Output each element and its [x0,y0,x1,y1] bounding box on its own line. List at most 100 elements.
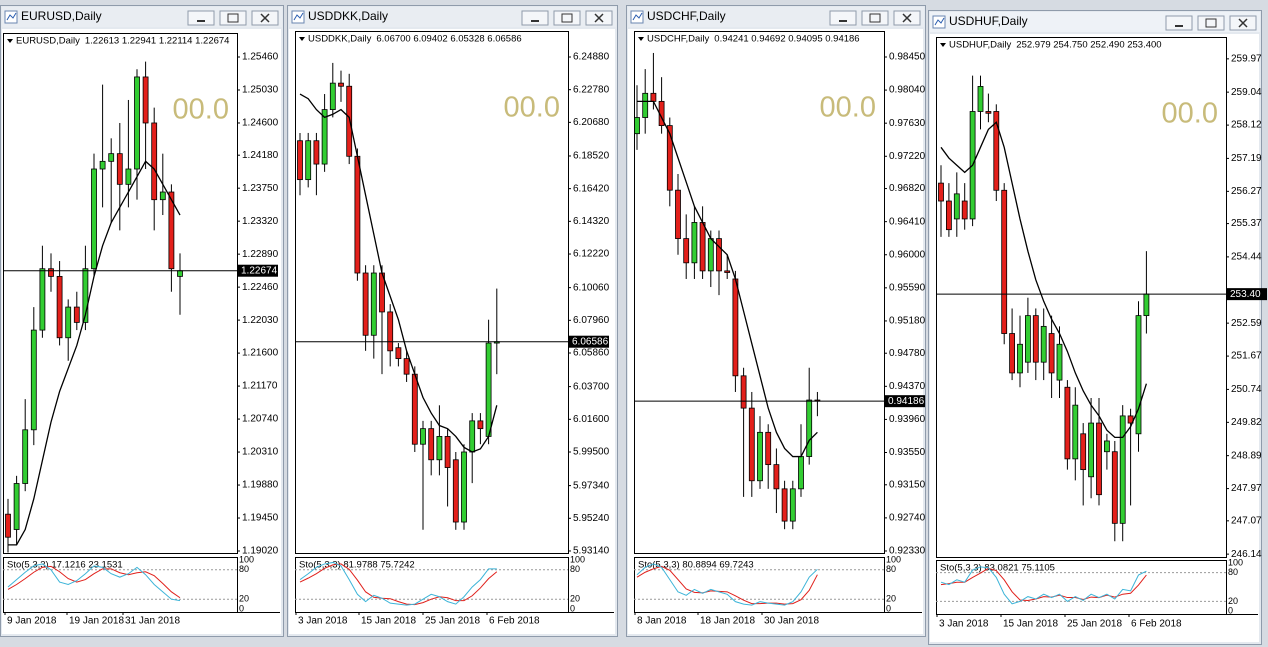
stoch-signal [299,563,498,606]
y-tick-label: 1.20310 [242,447,279,458]
y-tick-label: 256.27 [1231,186,1262,197]
candle-body [666,125,673,191]
stoch-label: Sto(5,3,3) 80.8894 69.7243 [638,560,754,571]
y-tick-label: 257.19 [1231,153,1262,164]
stoch-tick-label: 80 [1228,567,1238,577]
candle-body [13,483,20,530]
ohlc-quote: 0.94241 0.94692 0.94095 0.94186 [714,34,859,45]
maximize-button[interactable] [1197,15,1225,31]
price-tag-label: 1.22674 [241,265,278,276]
y-tick-label: 248.89 [1231,450,1262,461]
candle-body [1032,315,1039,363]
y-tick-label: 1.25030 [242,85,279,96]
candle-body [1040,325,1047,363]
date-label: 6 Feb 2018 [489,616,540,627]
y-tick-label: 6.07960 [573,315,610,326]
candle-body [1001,189,1008,334]
symbol-label: EURUSD,Daily [16,36,80,47]
candle-body [985,111,992,114]
candle-body [781,488,788,522]
candle-body [56,275,63,339]
candle-body [477,420,484,430]
y-tick-label: 6.10060 [573,282,610,293]
maximize-button[interactable] [219,10,247,26]
window-icon-line [934,17,945,26]
y-tick-label: 258.12 [1231,120,1262,131]
minimize-button[interactable] [829,10,857,26]
candle-body [428,428,435,461]
header-triangle [7,39,13,43]
candle-body [765,431,772,466]
window-icon [4,10,18,24]
minimize-button[interactable] [187,10,215,26]
y-tick-label: 0.96000 [889,249,926,260]
price-tag-label: 253.40 [1230,289,1261,300]
candle-body [946,200,952,231]
candle-body [39,268,46,331]
candle-body [724,270,731,273]
candle-body [142,76,149,124]
header-triangle [299,37,305,41]
y-tick-label: 6.20680 [573,117,610,128]
candle-body [151,122,158,201]
candle-body [134,76,140,170]
timer-label: 00.0 [504,92,560,124]
moving-average [8,160,181,546]
window-icon-line [632,12,643,21]
candle-body [1048,333,1055,374]
candle-body [73,306,80,323]
candle-body [1064,386,1071,460]
close-icon [902,13,912,23]
price-tag [238,264,278,277]
y-tick-label: 0.93150 [889,479,926,490]
ohlc-quote: 1.22613 1.22941 1.22114 1.22674 [85,36,230,47]
window-icon-line [293,12,304,21]
y-tick-label: 0.94780 [889,348,926,359]
y-tick-label: 6.12220 [573,249,610,260]
candle-body [634,117,640,135]
y-tick-label: 249.82 [1231,417,1262,428]
candle-body [798,456,804,490]
y-tick-label: 1.22890 [242,249,279,260]
candle-body [297,140,303,181]
moving-average [940,121,1148,439]
timer-label: 00.0 [173,94,229,126]
minimize-button[interactable] [1165,15,1193,31]
close-icon [1238,18,1248,28]
y-tick-label: 5.93140 [573,546,610,557]
price-plot-border [295,31,569,554]
date-label: 25 Jan 2018 [425,616,480,627]
maximize-button[interactable] [553,10,581,26]
y-tick-label: 5.95240 [573,513,610,524]
candle-body [444,436,451,468]
date-label: 31 Jan 2018 [125,616,180,627]
date-label: 8 Jan 2018 [637,616,687,627]
y-tick-label: 0.96410 [889,216,926,227]
stoch-tick-label: 100 [570,554,585,564]
maximize-button[interactable] [861,10,889,26]
stoch-main [940,566,1147,605]
y-tick-label: 1.23750 [242,183,279,194]
y-tick-label: 0.95590 [889,282,926,293]
candle-body [642,92,649,118]
window-title: USDCHF,Daily [647,9,726,23]
candle-body [716,238,722,272]
stoch-tick-label: 20 [239,594,249,604]
y-tick-label: 1.21600 [242,348,279,359]
moving-average [637,100,818,458]
candle-body [22,429,29,484]
candle-body [452,459,459,523]
candle-body [354,155,361,274]
candle-body [338,82,344,87]
y-tick-label: 0.95180 [889,316,926,327]
y-tick-label: 1.19020 [242,546,279,557]
candle-body [403,358,410,375]
y-tick-label: 1.20740 [242,414,279,425]
y-tick-label: 1.24600 [242,118,279,129]
y-tick-label: 1.24180 [242,150,279,161]
candle-body [1009,333,1015,374]
minimize-button[interactable] [521,10,549,26]
candle-body [65,306,72,339]
candle-body [362,272,369,336]
